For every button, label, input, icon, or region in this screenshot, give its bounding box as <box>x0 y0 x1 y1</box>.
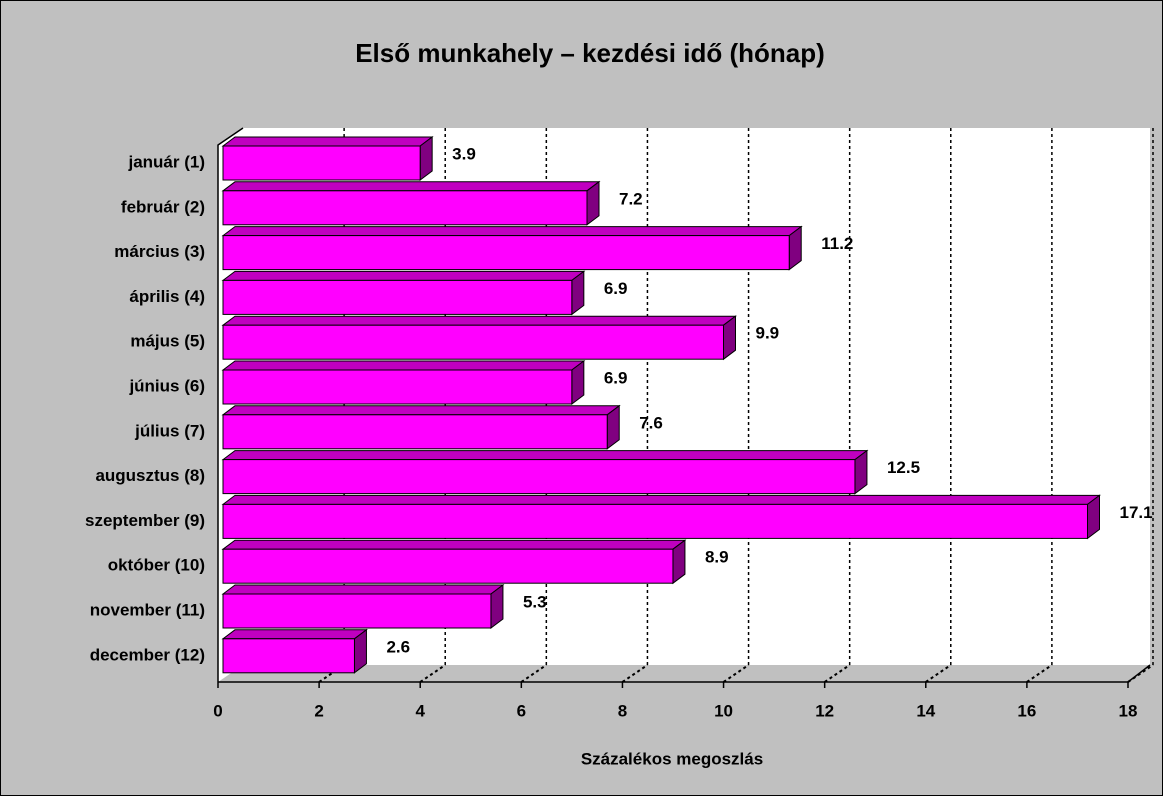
floor <box>218 665 1150 682</box>
value-label: 7.6 <box>639 413 663 432</box>
y-tick-label: november (11) <box>90 600 205 619</box>
bar-top <box>221 494 1101 505</box>
y-tick-label: április (4) <box>129 287 205 306</box>
y-tick-label: január (1) <box>127 152 205 171</box>
value-label: 9.9 <box>756 324 780 343</box>
bar <box>222 369 573 405</box>
grid-line <box>520 664 547 683</box>
value-label: 12.5 <box>887 458 920 477</box>
bar <box>222 190 588 226</box>
y-tick-label: augusztus (8) <box>95 466 205 485</box>
bar <box>222 503 1088 539</box>
bar-top <box>221 226 803 237</box>
bar-top <box>221 584 505 595</box>
bar-top <box>221 405 621 416</box>
x-tick-label: 6 <box>517 701 526 720</box>
bar-top <box>221 136 434 147</box>
bar-top <box>221 181 601 192</box>
x-tick-label: 12 <box>815 701 834 720</box>
x-tick-label: 0 <box>213 701 222 720</box>
x-tick-label: 4 <box>415 701 425 720</box>
bar-top <box>221 360 586 371</box>
y-tick-label: december (12) <box>90 645 205 664</box>
value-label: 17.1 <box>1120 503 1153 522</box>
grid-line <box>824 664 851 683</box>
bar-top <box>221 450 869 461</box>
value-label: 2.6 <box>386 637 410 656</box>
y-tick-label: február (2) <box>121 197 205 216</box>
y-tick-label: március (3) <box>114 242 205 261</box>
value-label: 6.9 <box>604 279 628 298</box>
value-label: 5.3 <box>523 592 547 611</box>
x-tick-label: 18 <box>1119 701 1138 720</box>
bar <box>222 459 856 495</box>
x-tick-label: 16 <box>1017 701 1036 720</box>
grid-line <box>1127 664 1154 683</box>
bar <box>222 593 492 629</box>
grid-line <box>621 664 649 683</box>
bar-top <box>221 270 586 281</box>
y-tick-label: szeptember (9) <box>85 511 205 530</box>
y-tick-label: június (6) <box>128 376 205 395</box>
value-label: 8.9 <box>705 548 729 567</box>
bar <box>222 279 573 315</box>
x-tick-label: 14 <box>916 701 935 720</box>
y-tick-label: október (10) <box>108 556 205 575</box>
value-label: 6.9 <box>604 368 628 387</box>
bar <box>222 638 355 674</box>
bar-top <box>221 315 737 326</box>
y-tick-label: május (5) <box>130 332 205 351</box>
x-tick-label: 10 <box>714 701 733 720</box>
grid-line <box>1026 664 1053 683</box>
bar <box>222 145 421 181</box>
grid-line <box>722 664 750 683</box>
left-wall-edge <box>217 127 244 682</box>
x-tick-label: 2 <box>314 701 323 720</box>
chart-title: Első munkahely – kezdési idő (hónap) <box>355 38 825 68</box>
value-label: 11.2 <box>821 234 853 253</box>
bar-top <box>221 539 687 550</box>
bar <box>222 414 608 450</box>
value-label: 3.9 <box>452 144 476 163</box>
grid-line <box>419 664 446 683</box>
y-tick-label: július (7) <box>134 421 205 440</box>
x-tick-label: 8 <box>618 701 627 720</box>
grid-line <box>925 664 952 683</box>
bar <box>222 235 790 271</box>
x-axis-title: Százalékos megoszlás <box>581 749 763 768</box>
bar-top <box>221 629 368 640</box>
value-label: 7.2 <box>619 189 643 208</box>
bar <box>222 548 674 584</box>
bar <box>222 324 724 360</box>
